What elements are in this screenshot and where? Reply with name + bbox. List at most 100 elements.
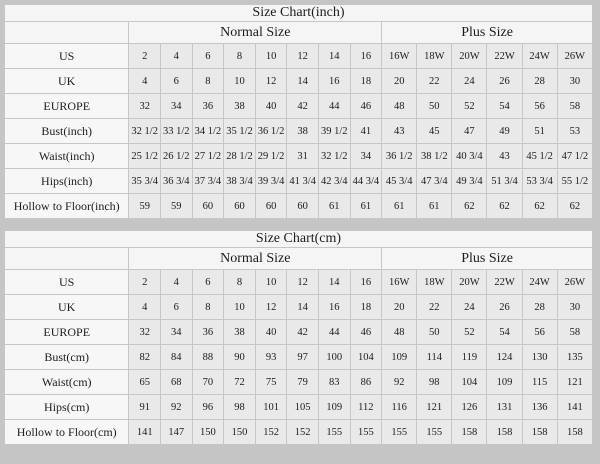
size-value-cell: 105 [286,394,319,420]
size-value-cell: 28 [521,294,558,320]
size-value-cell: 98 [223,394,256,420]
size-value-cell: 72 [223,369,256,395]
size-value-cell: 60 [191,193,225,219]
size-value-cell: 24 [451,294,488,320]
size-value-cell: 32 [128,319,161,345]
size-value-cell: 38 [286,118,319,144]
size-value-cell: 147 [159,419,193,445]
column-group-header: Normal Size [128,247,383,270]
table-row: EUROPE 32 34 36 38 40 42 44 46 48 50 52 54 56 58 [3,93,594,119]
size-value-cell: 25 1/2 [128,143,161,169]
size-value-cell: 22 [416,294,453,320]
size-value-cell: 50 [416,319,453,345]
size-value-cell: 40 [254,93,288,119]
table-row: Bust(cm) 82 84 88 90 93 97 100 104 109 114 119 124 13… [3,344,594,370]
table-title-row: Size Chart(inch) [4,4,593,22]
size-value-cell: 96 [191,394,225,420]
size-value-cell: 20 [381,294,418,320]
size-value-cell: 109 [317,394,351,420]
size-value-cell: 126 [451,394,488,420]
table-row: Hollow to Floor(inch) 59 59 60 60 60 60 61 61 61 6… [3,193,594,219]
size-value-cell: 155 [349,419,383,445]
table-row: Hollow to Floor(cm) 141 147 150 150 152 152 155… [3,419,594,445]
column-group-row: Normal Size Plus Size [3,21,593,44]
size-value-cell: 52 [451,93,488,119]
size-value-cell: 51 3/4 [486,168,523,194]
size-value-cell: 16 [317,68,351,94]
size-value-cell: 92 [159,394,193,420]
size-value-cell: 36 [191,93,225,119]
size-value-cell: 14 [286,68,319,94]
size-value-cell: 18 [349,68,383,94]
size-value-cell: 36 1/2 [381,143,418,169]
size-value-cell: 62 [451,193,488,219]
size-value-cell: 39 1/2 [317,118,351,144]
size-value-cell: 115 [521,369,558,395]
size-value-cell: 100 [317,344,351,370]
size-value-cell: 33 1/2 [159,118,193,144]
size-value-cell: 6 [191,43,225,69]
size-value-cell: 60 [254,193,288,219]
size-value-cell: 47 1/2 [556,143,594,169]
size-value-cell: 152 [254,419,288,445]
size-value-cell: 109 [486,369,523,395]
size-value-cell: 54 [486,319,523,345]
size-value-cell: 155 [317,419,351,445]
size-value-cell: 46 [349,93,383,119]
size-value-cell: 38 [223,319,256,345]
table-row: Waist(inch) 25 1/2 26 1/2 27 1/2 28 1/2 29 1/… [3,143,594,169]
size-value-cell: 16 [349,269,383,295]
size-value-cell: 4 [159,269,193,295]
size-value-cell: 16 [349,43,383,69]
table-row: EUROPE 32 34 36 38 40 42 44 46 48 50 52 54 56 58 [3,319,594,345]
column-group-header: Normal Size [128,21,383,44]
size-value-cell: 130 [521,344,558,370]
size-value-cell: 24W [521,269,558,295]
size-value-cell: 61 [416,193,453,219]
size-value-cell: 35 3/4 [128,168,161,194]
size-value-cell: 91 [128,394,161,420]
row-label: UK [3,294,130,320]
size-value-cell: 135 [556,344,594,370]
size-value-cell: 20W [451,269,488,295]
size-value-cell: 6 [159,294,193,320]
size-value-cell: 59 [128,193,161,219]
size-value-cell: 20 [381,68,418,94]
size-chart-table-inch: Size Chart(inch) Normal Size Plus Size US 2 4… [3,4,594,219]
size-value-cell: 48 [381,93,418,119]
size-value-cell: 32 1/2 [317,143,351,169]
size-value-cell: 32 [128,93,161,119]
size-value-cell: 53 3/4 [521,168,558,194]
column-group-header: Plus Size [381,247,593,270]
size-value-cell: 45 3/4 [381,168,418,194]
row-label: Waist(inch) [3,143,130,169]
size-value-cell: 16W [381,269,418,295]
size-value-cell: 12 [286,269,319,295]
size-value-cell: 20W [451,43,488,69]
column-group-row: Normal Size Plus Size [3,247,593,270]
size-value-cell: 88 [191,344,225,370]
table-title: Size Chart(inch) [4,4,593,22]
size-value-cell: 12 [286,43,319,69]
size-value-cell: 44 [317,93,351,119]
row-label: UK [3,68,130,94]
size-value-cell: 26 [486,68,523,94]
table-row: UK 4 6 8 10 12 14 16 18 20 22 24 26 28 30 [3,68,594,94]
row-label: Bust(cm) [3,344,130,370]
size-chart-page: Size Chart(inch) Normal Size Plus Size US 2 4… [3,4,594,445]
size-value-cell: 40 [254,319,288,345]
row-label: Hollow to Floor(cm) [3,419,130,445]
table-row: US 2 4 6 8 10 12 14 16 16W 18W 20W 22W 24W 26W [3,43,594,69]
size-value-cell: 101 [254,394,288,420]
size-value-cell: 150 [223,419,256,445]
size-value-cell: 18W [416,43,453,69]
row-label: Hips(inch) [3,168,130,194]
size-value-cell: 56 [521,93,558,119]
size-value-cell: 6 [159,68,193,94]
size-value-cell: 22W [486,43,523,69]
size-value-cell: 93 [254,344,288,370]
size-value-cell: 82 [128,344,161,370]
size-value-cell: 47 3/4 [416,168,453,194]
size-value-cell: 158 [451,419,488,445]
size-value-cell: 97 [286,344,319,370]
